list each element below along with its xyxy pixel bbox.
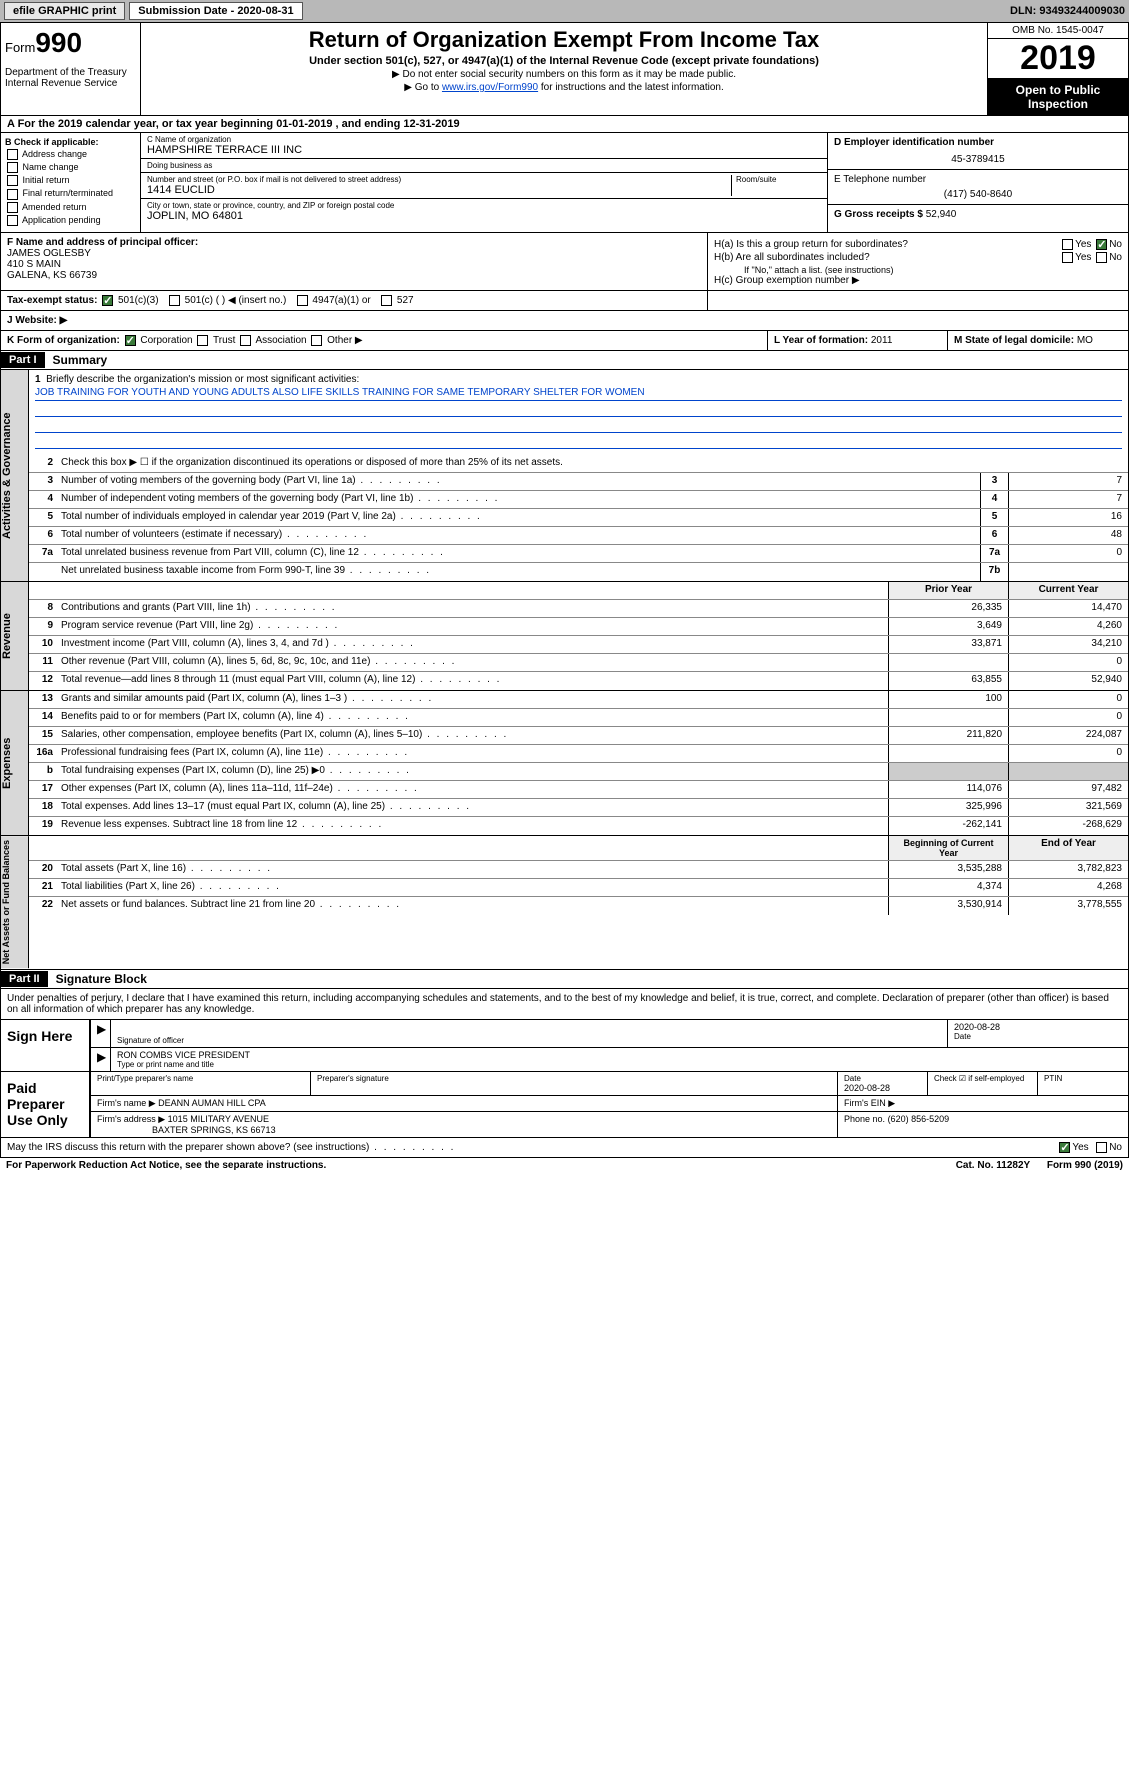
chk-other[interactable]: [311, 335, 322, 346]
paid-preparer-label: Paid Preparer Use Only: [1, 1072, 91, 1137]
vtab-netassets: Net Assets or Fund Balances: [1, 836, 29, 968]
hb-no[interactable]: [1096, 252, 1107, 263]
discuss-yes[interactable]: [1059, 1142, 1070, 1153]
discuss-row: May the IRS discuss this return with the…: [0, 1138, 1129, 1158]
form-number: Form990: [5, 27, 136, 59]
dept-label: Department of the Treasury Internal Reve…: [5, 67, 136, 89]
vtab-revenue: Revenue: [1, 582, 29, 690]
mission-text: JOB TRAINING FOR YOUTH AND YOUNG ADULTS …: [35, 387, 1122, 401]
chk-trust[interactable]: [197, 335, 208, 346]
vtab-expenses: Expenses: [1, 691, 29, 835]
col-c-org-info: C Name of organizationHAMPSHIRE TERRACE …: [141, 133, 828, 232]
submission-date: Submission Date - 2020-08-31: [129, 2, 302, 20]
chk-app-pending[interactable]: [7, 215, 18, 226]
ha-no[interactable]: [1096, 239, 1107, 250]
part2-header: Part II Signature Block: [0, 970, 1129, 989]
arrow-icon: ▶: [97, 1022, 106, 1036]
phone-cell: E Telephone number(417) 540-8640: [828, 170, 1128, 205]
group-return: H(a) Is this a group return for subordin…: [708, 233, 1128, 290]
form-header: Form990 Department of the Treasury Inter…: [0, 22, 1129, 116]
section-governance: Activities & Governance 1 Briefly descri…: [0, 370, 1129, 582]
row-i-taxexempt: Tax-exempt status: 501(c)(3) 501(c) ( ) …: [0, 291, 1129, 311]
row-f-h: F Name and address of principal officer:…: [0, 233, 1129, 291]
section-revenue: Revenue Prior YearCurrent Year 8Contribu…: [0, 582, 1129, 691]
page-footer: For Paperwork Reduction Act Notice, see …: [0, 1158, 1129, 1173]
row-a-tax-year: A For the 2019 calendar year, or tax yea…: [0, 116, 1129, 133]
form-subtitle: Under section 501(c), 527, or 4947(a)(1)…: [147, 55, 981, 67]
omb-number: OMB No. 1545-0047: [988, 23, 1128, 39]
row-j-website: J Website: ▶: [0, 311, 1129, 331]
dln-label: DLN: 93493244009030: [1010, 5, 1125, 17]
ha-yes[interactable]: [1062, 239, 1073, 250]
chk-name-change[interactable]: [7, 162, 18, 173]
col-b-checkboxes: B Check if applicable: Address change Na…: [1, 133, 141, 232]
form-title: Return of Organization Exempt From Incom…: [147, 27, 981, 53]
chk-527[interactable]: [381, 295, 392, 306]
ein-cell: D Employer identification number45-37894…: [828, 133, 1128, 170]
section-netassets: Net Assets or Fund Balances Beginning of…: [0, 836, 1129, 969]
gross-receipts-cell: G Gross receipts $ 52,940: [828, 205, 1128, 224]
chk-4947[interactable]: [297, 295, 308, 306]
hb-note-continued: [708, 291, 1128, 310]
chk-assoc[interactable]: [240, 335, 251, 346]
signature-block: Under penalties of perjury, I declare th…: [0, 989, 1129, 1138]
sign-here-label: Sign Here: [1, 1020, 91, 1071]
efile-button[interactable]: efile GRAPHIC print: [4, 2, 125, 20]
arrow-icon: ▶: [97, 1050, 106, 1064]
section-expenses: Expenses 13Grants and similar amounts pa…: [0, 691, 1129, 836]
top-toolbar: efile GRAPHIC print Submission Date - 20…: [0, 0, 1129, 22]
hb-yes[interactable]: [1062, 252, 1073, 263]
tax-year: 2019: [988, 39, 1128, 79]
discuss-no[interactable]: [1096, 1142, 1107, 1153]
part1-header: Part I Summary: [0, 351, 1129, 370]
chk-501c[interactable]: [169, 295, 180, 306]
row-klm: K Form of organization: Corporation Trus…: [0, 331, 1129, 351]
chk-address-change[interactable]: [7, 149, 18, 160]
open-inspection: Open to Public Inspection: [988, 79, 1128, 115]
chk-corp[interactable]: [125, 335, 136, 346]
irs-link[interactable]: www.irs.gov/Form990: [442, 82, 538, 93]
form-note-2: ▶ Go to www.irs.gov/Form990 for instruct…: [147, 82, 981, 93]
form-note-1: ▶ Do not enter social security numbers o…: [147, 69, 981, 80]
chk-final-return[interactable]: [7, 189, 18, 200]
col-defg: D Employer identification number45-37894…: [828, 133, 1128, 232]
main-info-block: B Check if applicable: Address change Na…: [0, 133, 1129, 233]
principal-officer: F Name and address of principal officer:…: [1, 233, 708, 290]
chk-501c3[interactable]: [102, 295, 113, 306]
chk-amended[interactable]: [7, 202, 18, 213]
vtab-governance: Activities & Governance: [1, 370, 29, 581]
perjury-text: Under penalties of perjury, I declare th…: [1, 989, 1128, 1020]
chk-initial-return[interactable]: [7, 175, 18, 186]
